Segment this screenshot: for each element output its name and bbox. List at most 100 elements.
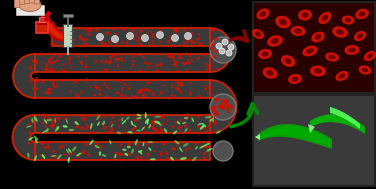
Ellipse shape [122,60,125,62]
Ellipse shape [150,80,153,82]
Ellipse shape [211,108,216,112]
Ellipse shape [127,153,132,156]
Ellipse shape [291,26,305,36]
Ellipse shape [145,88,150,92]
Ellipse shape [76,153,82,156]
Ellipse shape [59,54,62,58]
Ellipse shape [204,143,210,146]
Ellipse shape [184,28,186,32]
Ellipse shape [187,59,190,62]
Ellipse shape [335,71,349,81]
Ellipse shape [103,42,105,47]
Ellipse shape [217,98,221,101]
Circle shape [141,35,149,42]
Ellipse shape [88,29,93,32]
Ellipse shape [140,156,143,159]
Ellipse shape [99,151,101,156]
Ellipse shape [111,53,114,58]
Ellipse shape [149,147,152,151]
Ellipse shape [62,63,65,66]
Circle shape [222,39,228,45]
Ellipse shape [28,122,30,126]
Ellipse shape [161,115,165,119]
Ellipse shape [174,29,178,32]
Ellipse shape [177,121,180,124]
Ellipse shape [139,30,144,33]
Ellipse shape [86,37,88,41]
Ellipse shape [74,121,79,125]
Ellipse shape [36,61,38,64]
Ellipse shape [186,116,189,119]
Bar [35,115,210,133]
Ellipse shape [66,149,69,153]
Ellipse shape [310,65,326,77]
Ellipse shape [255,31,261,36]
Ellipse shape [42,154,45,159]
Bar [36,22,48,33]
Ellipse shape [126,117,130,120]
Ellipse shape [52,154,54,158]
Ellipse shape [101,41,103,45]
Ellipse shape [218,104,222,109]
Ellipse shape [149,124,151,129]
Ellipse shape [105,60,109,63]
Ellipse shape [213,105,217,110]
Ellipse shape [214,98,218,103]
Ellipse shape [120,26,123,30]
Ellipse shape [86,124,88,128]
Ellipse shape [202,123,206,127]
Ellipse shape [50,57,53,60]
Ellipse shape [29,73,32,75]
Ellipse shape [131,95,135,99]
Ellipse shape [190,39,193,43]
Ellipse shape [144,62,148,64]
Ellipse shape [139,69,143,72]
Ellipse shape [172,55,175,60]
Ellipse shape [177,53,182,57]
Ellipse shape [157,27,161,29]
Ellipse shape [203,85,206,87]
Ellipse shape [44,119,47,124]
Ellipse shape [109,58,112,61]
Ellipse shape [314,68,322,74]
Ellipse shape [79,35,82,39]
Ellipse shape [47,145,50,149]
Ellipse shape [339,74,345,78]
Ellipse shape [50,124,53,127]
Ellipse shape [203,156,206,159]
Ellipse shape [40,154,44,157]
Ellipse shape [42,117,46,119]
Ellipse shape [146,82,150,84]
Ellipse shape [36,88,39,90]
Ellipse shape [178,89,182,94]
Bar [253,95,375,186]
Ellipse shape [171,125,175,128]
Ellipse shape [206,68,209,71]
Ellipse shape [152,92,155,97]
Ellipse shape [252,29,264,39]
Ellipse shape [183,143,188,147]
Ellipse shape [164,128,167,133]
Ellipse shape [211,106,214,110]
Ellipse shape [67,38,69,41]
FancyBboxPatch shape [15,0,20,8]
Ellipse shape [60,69,63,73]
Ellipse shape [114,54,118,56]
Ellipse shape [35,60,38,64]
Ellipse shape [118,125,120,127]
Ellipse shape [171,147,176,150]
Ellipse shape [103,68,108,71]
Ellipse shape [359,65,371,75]
Ellipse shape [216,50,218,53]
Ellipse shape [50,69,53,73]
Ellipse shape [33,146,36,151]
Ellipse shape [113,27,115,30]
Circle shape [219,48,225,54]
Ellipse shape [178,56,182,59]
Ellipse shape [109,140,111,144]
Ellipse shape [70,149,73,153]
Ellipse shape [121,41,124,44]
Ellipse shape [131,38,135,40]
Ellipse shape [101,123,105,125]
Ellipse shape [99,158,103,161]
